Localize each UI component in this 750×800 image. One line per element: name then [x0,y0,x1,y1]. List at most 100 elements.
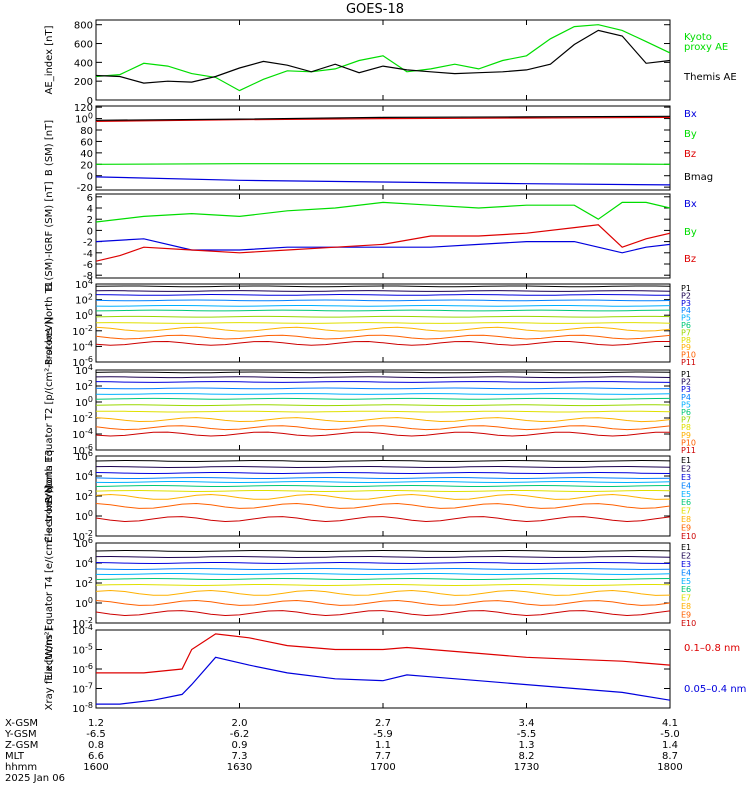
series-line [96,656,670,705]
series-line [96,176,670,186]
channel-line [96,465,670,469]
legend-entry: P4 [681,306,691,315]
plot-title: GOES-18 [346,2,404,17]
channel-line [96,404,670,407]
y-tick-label: 6 [87,193,93,204]
legend-entry: E1 [681,456,691,465]
y-tick-label: 10-5 [72,643,93,657]
ephemeris-row-label: hhmm [5,762,37,773]
legend-entry: P7 [681,416,691,425]
y-tick-label: 10-6 [72,355,93,369]
channel-line [96,305,670,307]
plot-area [96,371,670,437]
y-tick-label: 106 [75,449,93,463]
ephemeris-value: 0.8 [88,740,104,751]
legend-entry: P10 [681,351,696,360]
ephemeris-footer: X-GSM 1.2 2.0 2.7 3.4 4.1 Y-GSM -6.5 -6.2 -5.9 -5.… [4,718,683,784]
ephemeris-row-label: Y-GSM [4,729,37,740]
legend-entry: P5 [681,400,691,409]
y-tick-label: -8 [83,271,93,282]
legend-entry: proxy AE [684,42,728,53]
y-tick-label: 0 [87,226,93,237]
legend-entry: P6 [681,408,691,417]
series-line [96,238,670,254]
y-tick-label: 10-6 [72,662,93,676]
channel-line [96,285,670,288]
y-tick-label: 100 [75,308,93,322]
channel-line [96,376,670,379]
legend-entry: E2 [681,464,691,473]
legend-entry: E8 [681,515,691,524]
legend-entry: P9 [681,343,691,352]
plot-area [96,459,670,523]
y-tick-label: 120 [74,103,93,114]
legend-entry: P3 [681,299,691,308]
y-tick-label: 104 [75,277,93,291]
y-tick-label: 0 [87,96,93,107]
legend-entry: P6 [681,321,691,330]
legend-entry: E6 [681,498,691,507]
legend-entry: E8 [681,602,691,611]
plot-area [96,285,670,346]
channel-line [96,334,670,340]
y-axis-label: B (SM) [nT] [44,120,55,176]
y-tick-label: 40 [80,149,93,160]
y-tick-label: 100 [75,596,93,610]
legend-entry: P3 [681,385,691,394]
y-tick-label: 60 [80,137,93,148]
legend-entry: 0.05–0.4 nm [684,684,746,695]
channel-line [96,484,670,487]
channel-line [96,290,670,292]
date-label: 2025 Jan 06 [5,773,65,784]
y-tick-label: 100 [75,395,93,409]
series-line [96,201,670,223]
y-axis-label: B (SM)-IGRF (SM) [nT] [44,181,55,290]
legend-entry: P5 [681,314,691,323]
channel-line [96,459,670,463]
channel-line [96,425,670,431]
ephemeris-value: 1.4 [662,740,678,751]
y-tick-label: 10-7 [72,682,93,696]
y-tick-label: 10-2 [72,529,93,543]
y-axis-label: Protons Equator T2 [p/(cm²-s-sr-keV)] [44,317,55,504]
y-tick-label: 104 [75,556,93,570]
series-line [96,116,670,122]
channel-line [96,489,670,493]
channel-line [96,326,670,332]
y-tick-label: 102 [75,293,93,307]
ephemeris-value: 1.1 [375,740,391,751]
y-axis-label: Electrons North T3 [44,449,55,542]
plot-area [96,24,670,92]
y-tick-label: 10-2 [72,324,93,338]
y-tick-label: 0 [87,172,93,183]
legend-entry: P4 [681,393,691,402]
channel-line [96,589,670,596]
channel-line [96,583,670,587]
channel-line [96,315,670,318]
ephemeris-value: -5.0 [660,729,680,740]
channel-line [96,516,670,523]
y-tick-label: 10-8 [72,701,93,715]
channel-line [96,555,670,559]
legend-entry: By [684,227,697,238]
channel-line [96,309,670,312]
channel-line [96,577,670,580]
legend-entry: P7 [681,328,691,337]
legend-entry: E9 [681,524,691,533]
ephemeris-row-label: X-GSM [5,718,38,729]
channel-line [96,481,670,484]
panel-ee: 10-2 100 102 104 106 Electrons Equator T4 [e/… [44,485,696,680]
ephemeris-value: 2.7 [375,718,391,729]
channel-line [96,502,670,509]
legend-entry: Bx [684,109,697,120]
ephemeris-value: 4.1 [662,718,678,729]
ephemeris-value: 1.3 [519,740,535,751]
legend-entry: Bx [684,199,697,210]
channel-line [96,476,670,480]
legend-entry: E10 [681,619,696,628]
